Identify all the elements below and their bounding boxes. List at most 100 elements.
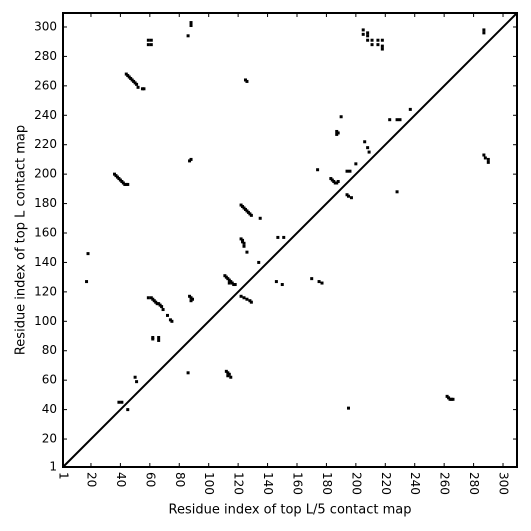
- contact-point: [395, 118, 399, 122]
- contact-point: [376, 43, 380, 47]
- contact-point: [149, 38, 153, 42]
- contact-point: [189, 157, 193, 161]
- contact-point: [408, 107, 412, 111]
- contact-point: [146, 43, 150, 47]
- contact-point: [242, 296, 246, 300]
- contact-point: [317, 280, 321, 284]
- contact-point: [366, 146, 370, 150]
- contact-point: [380, 44, 384, 48]
- contact-point: [320, 281, 324, 285]
- contact-point: [157, 335, 161, 339]
- contact-point: [189, 24, 193, 28]
- y-tick-label: 280: [34, 49, 57, 63]
- contact-point: [135, 82, 139, 86]
- y-tick-label: 160: [34, 226, 57, 240]
- y-tick-label: 180: [34, 196, 57, 210]
- x-tick-label: 300: [497, 472, 511, 495]
- contact-point: [233, 283, 237, 287]
- y-tick-label: 220: [34, 137, 57, 151]
- contact-point: [226, 374, 230, 378]
- contact-point: [245, 297, 249, 301]
- contact-point: [161, 308, 165, 312]
- contact-point: [361, 32, 365, 36]
- contact-point: [229, 375, 233, 379]
- x-tick-label: 60: [143, 472, 157, 487]
- x-tick-label: 180: [320, 472, 334, 495]
- contact-point: [85, 280, 89, 284]
- y-tick-label: 140: [34, 255, 57, 269]
- contact-point: [395, 190, 399, 194]
- contact-point: [245, 79, 249, 83]
- y-tick-label: 260: [34, 78, 57, 92]
- diagonal: [62, 12, 518, 468]
- x-tick-label: 100: [202, 472, 216, 495]
- contact-point: [146, 38, 150, 42]
- contact-point: [482, 153, 486, 157]
- contact-point: [451, 397, 455, 401]
- contact-point: [363, 140, 367, 144]
- contact-point: [249, 213, 253, 217]
- x-tick-label: 240: [408, 472, 422, 495]
- contact-point: [366, 38, 370, 42]
- y-tick-label: 80: [42, 343, 57, 357]
- y-tick-label: 100: [34, 314, 57, 328]
- contact-point: [482, 28, 486, 32]
- contact-point: [126, 408, 130, 412]
- contact-point: [151, 337, 155, 341]
- contact-point: [274, 280, 278, 284]
- contact-point: [242, 241, 246, 245]
- contact-point: [346, 406, 350, 410]
- contact-point: [361, 28, 365, 32]
- contact-point: [165, 313, 169, 317]
- contact-point: [486, 157, 490, 161]
- x-tick-label: 260: [438, 472, 452, 495]
- contact-point: [133, 375, 137, 379]
- contact-point: [380, 38, 384, 42]
- contact-point: [160, 305, 164, 309]
- contact-point: [189, 21, 193, 25]
- contact-point: [136, 85, 140, 89]
- contact-point: [245, 250, 249, 254]
- contact-point: [336, 180, 340, 184]
- contact-point: [335, 132, 339, 136]
- contact-point: [380, 47, 384, 51]
- contact-point: [86, 252, 90, 256]
- contact-point: [482, 31, 486, 35]
- contact-point: [370, 38, 374, 42]
- contact-point: [388, 118, 392, 122]
- contact-point: [126, 182, 130, 186]
- contact-point: [135, 380, 139, 384]
- contact-point: [376, 38, 380, 42]
- contact-point: [483, 156, 487, 160]
- contact-point: [345, 169, 349, 173]
- contact-point: [339, 115, 343, 119]
- contact-point: [282, 235, 286, 239]
- contact-point: [117, 400, 121, 404]
- y-tick-label: 300: [34, 19, 57, 33]
- contact-point: [280, 283, 284, 287]
- contact-point: [146, 296, 150, 300]
- contact-point: [189, 299, 193, 303]
- contact-point: [346, 194, 350, 198]
- x-tick-label: 80: [173, 472, 187, 487]
- y-tick-label: 60: [42, 373, 57, 387]
- x-tick-label: 20: [84, 472, 98, 487]
- x-tick-label: 160: [290, 472, 304, 495]
- contact-point: [370, 43, 374, 47]
- plot-frame: [62, 12, 518, 468]
- contact-point: [257, 260, 261, 264]
- contact-point: [367, 150, 371, 154]
- contact-point: [348, 169, 352, 173]
- y-tick-label: 20: [42, 432, 57, 446]
- x-tick-label: 40: [114, 472, 128, 487]
- x-axis-label: Residue index of top L/5 contact map: [169, 503, 412, 518]
- contact-point: [239, 294, 243, 298]
- y-tick-label: 1: [49, 460, 57, 474]
- y-tick-label: 240: [34, 108, 57, 122]
- x-tick-label: 220: [379, 472, 393, 495]
- contact-point: [349, 196, 353, 200]
- contact-point: [366, 34, 370, 38]
- contact-point: [398, 118, 402, 122]
- contact-point: [149, 43, 153, 47]
